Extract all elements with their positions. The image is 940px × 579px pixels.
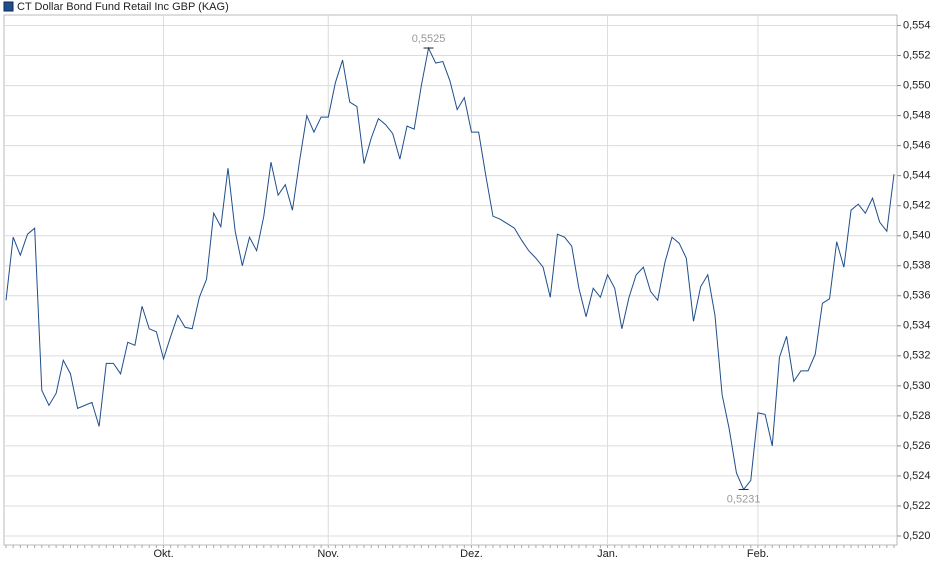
legend-label: CT Dollar Bond Fund Retail Inc GBP (KAG) — [17, 1, 229, 13]
plot-frame — [3, 14, 898, 546]
y-tick-label: 0,536 — [903, 290, 931, 302]
y-tick-label: 0,540 — [903, 230, 931, 242]
y-tick-label: 0,542 — [903, 200, 931, 212]
y-tick-label: 0,552 — [903, 49, 931, 61]
price-line — [5, 46, 895, 491]
x-tick-label: Okt. — [153, 548, 173, 560]
y-tick-label: 0,554 — [903, 19, 931, 31]
y-tick-label: 0,528 — [903, 410, 931, 422]
y-tick-label: 0,524 — [903, 470, 931, 482]
y-tick-label: 0,550 — [903, 79, 931, 91]
y-tick-label: 0,526 — [903, 440, 931, 452]
y-tick-label: 0,546 — [903, 140, 931, 152]
y-tick-label: 0,544 — [903, 170, 931, 182]
x-tick-label: Jan. — [597, 548, 618, 560]
x-tick-label: Feb. — [747, 548, 769, 560]
x-tick-label: Nov. — [317, 548, 339, 560]
y-tick-label: 0,530 — [903, 380, 931, 392]
y-tick-label: 0,522 — [903, 500, 931, 512]
value-label: 0,5231 — [727, 493, 761, 505]
y-tick-label: 0,532 — [903, 350, 931, 362]
legend-swatch — [3, 1, 14, 12]
y-tick-label: 0,534 — [903, 320, 931, 332]
value-label: 0,5525 — [412, 33, 446, 45]
y-tick-label: 0,520 — [903, 530, 931, 542]
y-tick-label: 0,538 — [903, 260, 931, 272]
x-tick-label: Dez. — [460, 548, 483, 560]
y-tick-label: 0,548 — [903, 110, 931, 122]
